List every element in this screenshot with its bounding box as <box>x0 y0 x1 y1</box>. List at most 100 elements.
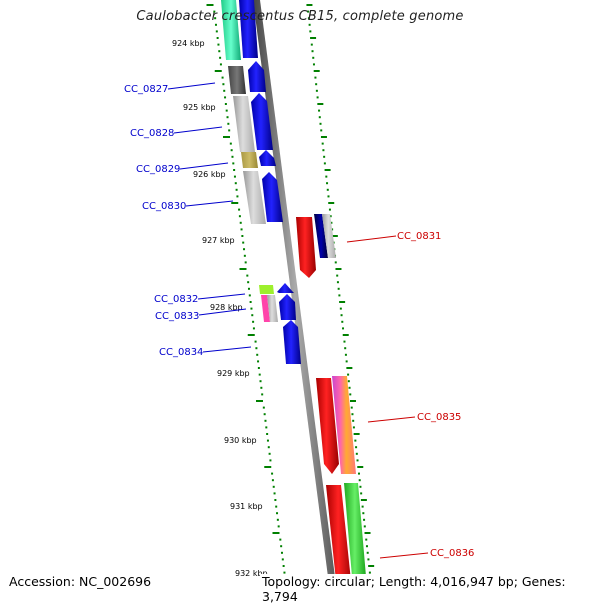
feature-box <box>243 171 266 224</box>
gene-label-cc0832[interactable]: CC_0832 <box>154 294 198 305</box>
forward-genes <box>239 0 301 364</box>
scale-tick-minor <box>336 281 339 284</box>
feature-box <box>267 295 278 322</box>
scale-tick-minor <box>326 188 329 191</box>
scale-tick-minor <box>247 281 250 284</box>
scale-tick-minor <box>259 380 262 383</box>
gene-label-cc0829[interactable]: CC_0829 <box>136 164 180 175</box>
scale-label: 932 kbp <box>235 569 268 578</box>
scale-tick-minor <box>262 406 265 409</box>
scale-tick-minor <box>256 353 259 356</box>
scale-tick-minor <box>249 301 252 303</box>
genome-stats-label: Topology: circular; Length: 4,016,947 bp… <box>260 574 600 604</box>
scale-tick-major <box>239 268 247 270</box>
scale-tick-major <box>214 70 222 72</box>
scale-tick-major <box>364 532 371 534</box>
scale-tick-minor <box>224 96 227 99</box>
scale-tick-minor <box>316 96 319 99</box>
scale-tick-minor <box>264 419 267 422</box>
scale-tick-major <box>247 334 255 336</box>
scale-tick-minor <box>338 294 341 297</box>
leader-line <box>346 235 397 243</box>
scale-tick-minor <box>239 221 242 224</box>
leader-line <box>179 162 229 170</box>
scale-label: 925 kbp <box>183 103 216 112</box>
map-title: Caulobacter crescentus CB15, complete ge… <box>136 9 464 24</box>
scale-tick-minor <box>234 182 237 185</box>
scale-tick-minor <box>357 472 360 475</box>
scale-tick-minor <box>226 116 229 119</box>
scale-tick-minor <box>215 30 218 33</box>
scale-tick-minor <box>254 340 257 343</box>
gene-arrow-forward <box>248 61 266 92</box>
scale-tick-minor <box>241 235 244 237</box>
scale-tick-minor <box>276 512 279 515</box>
gene-arrow-reverse <box>316 378 339 474</box>
scale-tick-minor <box>360 492 363 495</box>
scale-tick-major <box>317 103 324 105</box>
scale-tick-minor <box>368 571 371 574</box>
scale-tick-major <box>264 466 272 468</box>
gene-arrow-reverse <box>296 217 316 278</box>
scale-tick-minor <box>232 162 235 165</box>
scale-tick-minor <box>318 116 321 119</box>
scale-tick-minor <box>222 83 225 86</box>
gene-label-cc0828[interactable]: CC_0828 <box>130 128 174 139</box>
gene-label-cc0834[interactable]: CC_0834 <box>159 347 203 358</box>
scale-tick-minor <box>269 459 272 462</box>
scale-tick-minor <box>230 149 233 152</box>
scale-tick-track <box>206 4 378 600</box>
scale-tick-major <box>328 202 335 204</box>
scale-tick-minor <box>312 63 315 66</box>
leader-line <box>185 200 234 207</box>
scale-tick-minor <box>363 525 366 528</box>
scale-tick-minor <box>356 459 359 462</box>
scale-tick-minor <box>275 505 278 508</box>
scale-tick-minor <box>340 314 343 317</box>
scale-tick-major <box>310 37 317 39</box>
scale-tick-minor <box>327 195 330 198</box>
scale-tick-minor <box>320 129 323 132</box>
gene-label-cc0835[interactable]: CC_0835 <box>417 412 461 423</box>
gene-label-cc0830[interactable]: CC_0830 <box>142 201 186 212</box>
scale-tick-minor <box>227 122 230 125</box>
scale-tick-minor <box>243 254 246 257</box>
scale-tick-minor <box>224 103 227 105</box>
scale-label: 930 kbp <box>224 436 257 445</box>
gene-label-cc0827[interactable]: CC_0827 <box>124 84 168 95</box>
scale-tick-minor <box>349 393 352 396</box>
gene-arrow-forward <box>251 93 273 150</box>
scale-tick-major <box>342 334 349 336</box>
gene-arrow-reverse <box>326 485 353 600</box>
leader-line <box>198 308 247 316</box>
scale-tick-major <box>368 565 375 567</box>
gene-arrow-forward <box>259 150 276 166</box>
scale-tick-minor <box>263 413 266 416</box>
scale-tick-minor <box>238 208 241 211</box>
gene-label-cc0833[interactable]: CC_0833 <box>155 311 199 322</box>
scale-tick-major <box>346 367 353 369</box>
scale-tick-major <box>206 4 214 6</box>
gene-label-cc0831[interactable]: CC_0831 <box>397 231 441 242</box>
gene-label-cc0836[interactable]: CC_0836 <box>430 548 474 559</box>
scale-tick-minor <box>323 162 326 165</box>
scale-tick-minor <box>314 76 317 79</box>
scale-tick-major <box>331 235 338 237</box>
feature-box <box>322 214 336 258</box>
scale-tick-minor <box>347 373 350 376</box>
scale-labels: 924 kbp 925 kbp 926 kbp 927 kbp 928 kbp … <box>172 39 268 578</box>
scale-tick-minor <box>323 155 326 158</box>
scale-label: 926 kbp <box>193 170 226 179</box>
scale-tick-major <box>353 433 360 435</box>
scale-tick-minor <box>307 17 310 20</box>
scale-tick-minor <box>251 314 254 317</box>
scale-tick-minor <box>273 492 276 495</box>
scale-tick-minor <box>271 472 274 475</box>
feature-box <box>314 214 328 258</box>
scale-tick-minor <box>281 558 284 561</box>
scale-tick-minor <box>350 406 353 409</box>
feature-box <box>332 376 356 474</box>
scale-tick-minor <box>358 479 361 482</box>
scale-tick-minor <box>345 360 348 363</box>
